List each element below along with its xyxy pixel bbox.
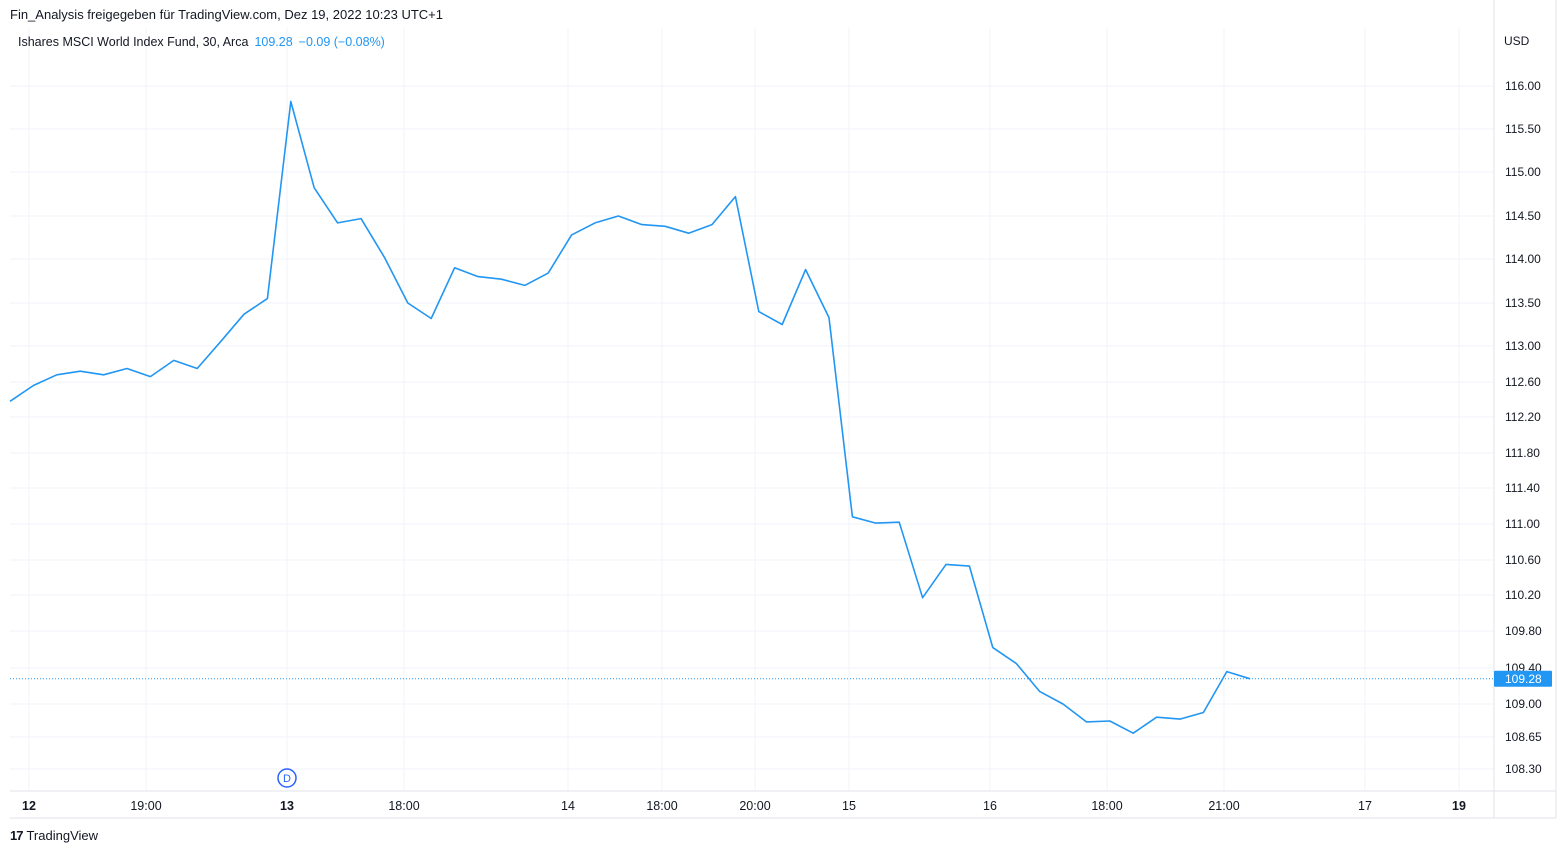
chart-axes [10, 0, 1557, 819]
x-tick-label: 17 [1358, 799, 1372, 813]
y-tick-label: 112.60 [1505, 375, 1541, 389]
brand-name: TradingView [26, 828, 99, 843]
x-tick-label: 14 [561, 799, 575, 813]
y-tick-label: 111.40 [1505, 481, 1540, 495]
y-tick-label: 108.65 [1505, 730, 1542, 744]
share-header: Fin_Analysis freigegeben für TradingView… [10, 7, 443, 22]
y-tick-label: 114.50 [1505, 209, 1541, 223]
y-tick-label: 111.80 [1505, 446, 1540, 460]
tradingview-logo-icon: 17 [10, 828, 24, 843]
x-tick-label: 12 [22, 799, 36, 813]
y-tick-label: 113.00 [1505, 339, 1541, 353]
x-tick-label: 18:00 [1091, 799, 1122, 813]
y-tick-label: 116.00 [1505, 79, 1541, 93]
currency-label: USD [1504, 34, 1530, 48]
x-tick-label: 15 [842, 799, 856, 813]
y-tick-label: 112.20 [1505, 410, 1541, 424]
y-tick-label: 114.00 [1505, 252, 1541, 266]
symbol-legend[interactable]: Ishares MSCI World Index Fund, 30, Arca 1… [18, 35, 385, 49]
x-tick-label: 18:00 [646, 799, 677, 813]
last-price: 109.28 [254, 35, 293, 49]
y-tick-label: 115.50 [1505, 122, 1541, 136]
y-tick-label: 110.20 [1505, 588, 1541, 602]
price-line [9, 100, 1251, 735]
y-tick-label: 115.00 [1505, 165, 1541, 179]
axis-labels: USD 116.00 115.50 115.00 114.50 114.00 113.50 1… [22, 34, 1552, 813]
x-tick-label: 16 [983, 799, 997, 813]
x-tick-label: 20:00 [739, 799, 770, 813]
y-tick-label: 113.50 [1505, 296, 1541, 310]
footer-brand[interactable]: 17 TradingView [10, 828, 98, 843]
x-tick-label: 19:00 [130, 799, 161, 813]
x-tick-label: 21:00 [1208, 799, 1239, 813]
grid-lines [10, 28, 1494, 791]
price-change: −0.09 (−0.08%) [298, 35, 385, 49]
x-tick-label: 13 [280, 799, 294, 813]
y-tick-label: 109.00 [1505, 697, 1542, 711]
dividend-marker-circle [277, 768, 297, 788]
last-price-label: 109.28 [1505, 672, 1542, 686]
x-tick-label: 18:00 [388, 799, 419, 813]
y-tick-label: 110.60 [1505, 553, 1541, 567]
y-tick-label: 109.80 [1505, 624, 1542, 638]
y-tick-label: 108.30 [1505, 762, 1542, 776]
price-series[interactable] [9, 100, 1494, 735]
y-tick-label: 111.00 [1505, 517, 1540, 531]
last-price-label-bg [1494, 670, 1552, 687]
x-tick-label: 19 [1452, 799, 1466, 813]
dividend-marker-label: D [283, 773, 291, 785]
symbol-name: Ishares MSCI World Index Fund, 30, Arca [18, 35, 249, 49]
